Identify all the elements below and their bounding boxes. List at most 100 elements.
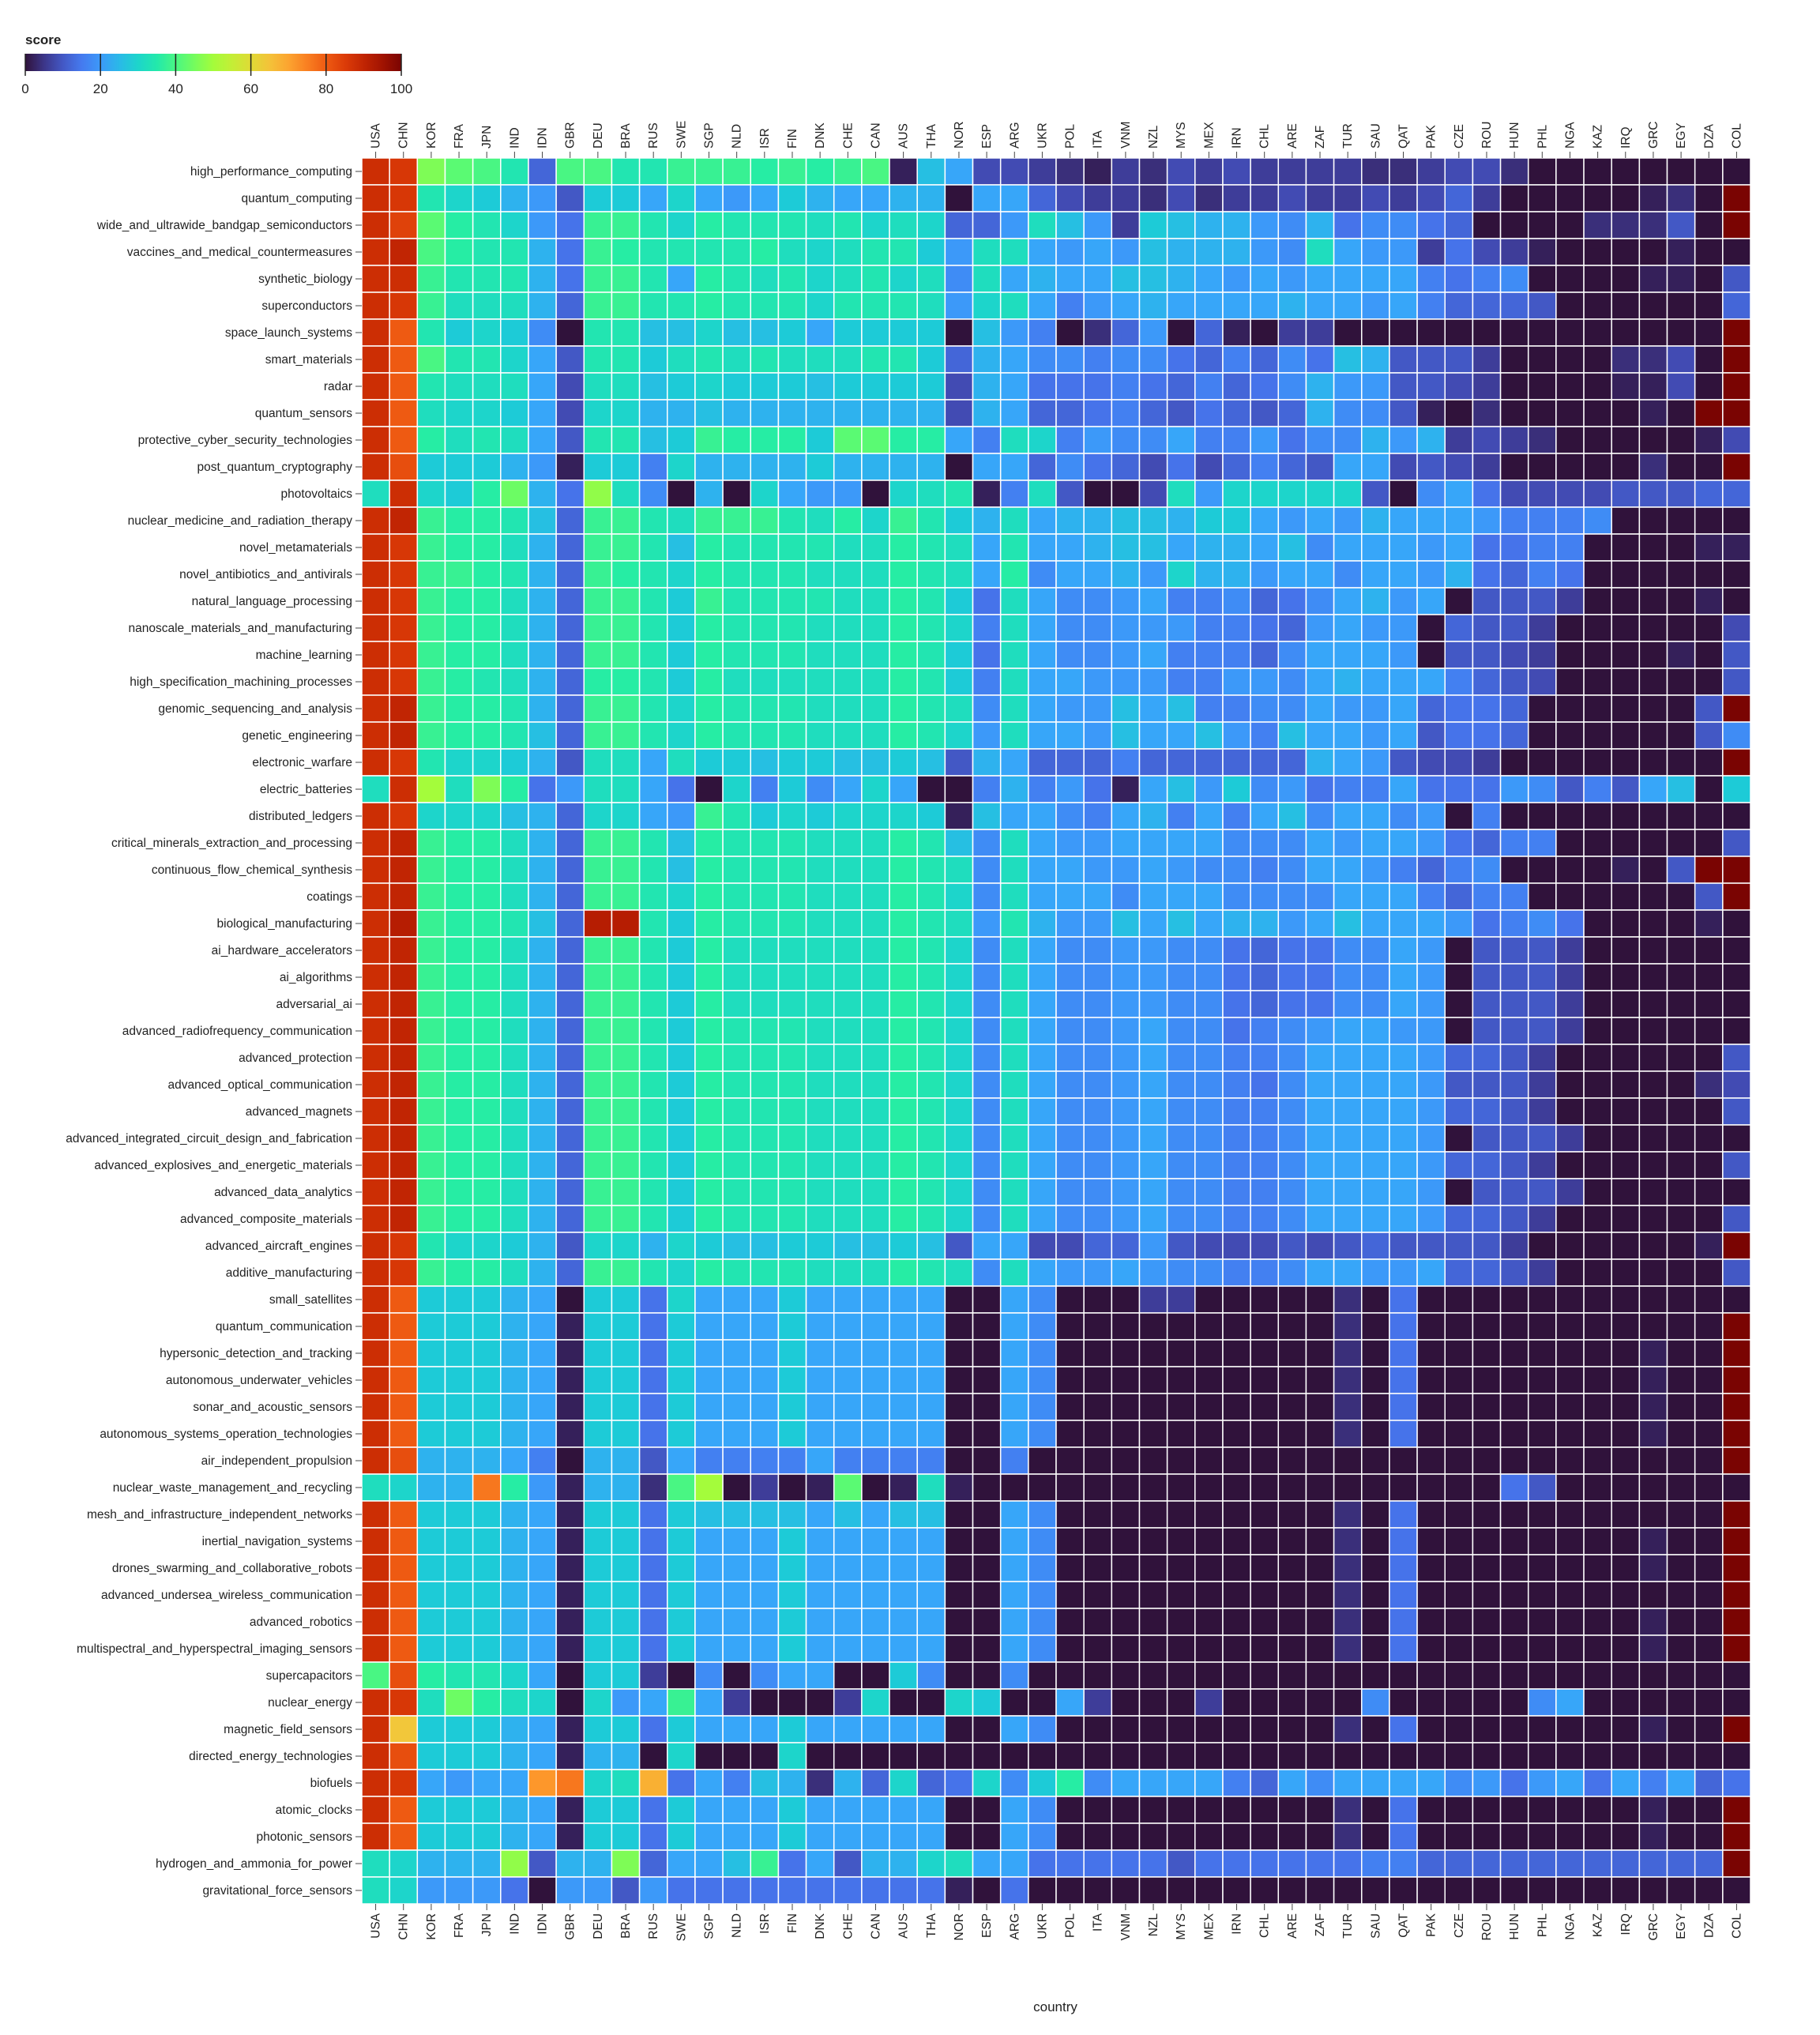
heatmap-cell: [1416, 345, 1446, 374]
heatmap-cell: [833, 1393, 863, 1421]
heatmap-cell: [1472, 1634, 1502, 1663]
heatmap-cell: [944, 318, 974, 347]
heatmap-cell: [1277, 1420, 1307, 1448]
heatmap-cell: [444, 1581, 474, 1609]
heatmap-cell: [1361, 1769, 1390, 1797]
heatmap-cell: [1499, 426, 1529, 454]
row-label: radar: [324, 380, 352, 393]
heatmap-cell: [1111, 318, 1141, 347]
heatmap-cell: [1389, 560, 1418, 589]
heatmap-cell: [1527, 1232, 1557, 1260]
heatmap-cell: [1250, 909, 1280, 938]
heatmap-cell: [1111, 506, 1141, 535]
heatmap-cell: [611, 909, 641, 938]
heatmap-cell: [528, 1769, 557, 1797]
heatmap-cell: [1166, 1312, 1196, 1341]
heatmap-cell: [1333, 1822, 1363, 1851]
heatmap-cell: [1277, 1070, 1307, 1099]
heatmap-cell: [472, 157, 502, 186]
heatmap-cell: [1638, 372, 1668, 401]
heatmap-cell: [555, 1822, 585, 1851]
heatmap-cell: [611, 1178, 641, 1206]
heatmap-cell: [1472, 1473, 1502, 1502]
heatmap-cell: [1305, 238, 1335, 266]
heatmap-cell: [1166, 1124, 1196, 1153]
heatmap-cell: [416, 1205, 446, 1233]
heatmap-cell: [1389, 533, 1418, 562]
heatmap-cell: [1722, 318, 1751, 347]
heatmap-cell: [1305, 1769, 1335, 1797]
heatmap-cell: [638, 1151, 668, 1179]
heatmap-cell: [1583, 1312, 1612, 1341]
heatmap-cell: [805, 694, 835, 723]
heatmap-cell: [1138, 1044, 1168, 1072]
heatmap-cell: [1555, 1044, 1585, 1072]
heatmap-cell: [1555, 856, 1585, 884]
heatmap-cell: [889, 775, 918, 803]
heatmap-cell: [694, 856, 724, 884]
heatmap-cell: [861, 480, 890, 508]
heatmap-cell: [1499, 1688, 1529, 1717]
heatmap-cell: [833, 587, 863, 615]
heatmap-cell: [1083, 1366, 1113, 1394]
heatmap-cell: [500, 748, 529, 777]
heatmap-cell: [1416, 560, 1446, 589]
heatmap-cell: [861, 882, 890, 911]
heatmap-cell: [972, 1527, 1002, 1555]
heatmap-cell: [1611, 1876, 1641, 1905]
heatmap-cell: [361, 1554, 390, 1582]
heatmap-cell: [1583, 1822, 1612, 1851]
heatmap-cell: [638, 1285, 668, 1314]
heatmap-cell: [389, 1500, 419, 1529]
heatmap-cell: [944, 1097, 974, 1126]
heatmap-cell: [1444, 1876, 1474, 1905]
heatmap-cell: [583, 1769, 613, 1797]
heatmap-cell: [611, 372, 641, 401]
heatmap-cell: [1583, 1446, 1612, 1475]
heatmap-cell: [999, 1688, 1029, 1717]
heatmap-cell: [1555, 453, 1585, 481]
heatmap-cell: [667, 184, 696, 213]
heatmap-cell: [833, 1044, 863, 1072]
heatmap-cell: [1666, 426, 1696, 454]
column-label: TUR: [1341, 1913, 1355, 1939]
heatmap-cell: [500, 1876, 529, 1905]
heatmap-cell: [889, 1044, 918, 1072]
heatmap-cell: [1277, 1742, 1307, 1770]
heatmap-cell: [1389, 963, 1418, 991]
heatmap-cell: [750, 1205, 780, 1233]
heatmap-cell: [1694, 1688, 1724, 1717]
heatmap-cell: [1472, 802, 1502, 830]
heatmap-cell: [889, 506, 918, 535]
heatmap-cell: [972, 211, 1002, 239]
heatmap-cell: [1444, 506, 1474, 535]
column-label: GBR: [564, 1913, 577, 1940]
heatmap-cell: [1638, 802, 1668, 830]
heatmap-cell: [944, 453, 974, 481]
heatmap-cell: [500, 265, 529, 293]
heatmap-cell: [833, 721, 863, 750]
heatmap-cell: [1083, 372, 1113, 401]
heatmap-cell: [1444, 1473, 1474, 1502]
heatmap-cell: [1222, 1232, 1251, 1260]
heatmap-cell: [1277, 1393, 1307, 1421]
heatmap-cell: [1333, 1554, 1363, 1582]
heatmap-cell: [1499, 1205, 1529, 1233]
heatmap-cell: [694, 1688, 724, 1717]
heatmap-cell: [1083, 345, 1113, 374]
heatmap-cell: [1333, 963, 1363, 991]
heatmap-cell: [1277, 1527, 1307, 1555]
heatmap-cell: [1222, 265, 1251, 293]
heatmap-cell: [694, 1393, 724, 1421]
heatmap-cell: [1166, 1500, 1196, 1529]
heatmap-cell: [1166, 802, 1196, 830]
heatmap-cell: [1611, 292, 1641, 320]
heatmap-cell: [1555, 1446, 1585, 1475]
heatmap-cell: [638, 1688, 668, 1717]
heatmap-cell: [1222, 426, 1251, 454]
heatmap-cell: [1694, 909, 1724, 938]
heatmap-cell: [1499, 399, 1529, 427]
heatmap-cell: [1722, 1554, 1751, 1582]
row-label: natural_language_processing: [192, 595, 352, 608]
heatmap-cell: [1722, 829, 1751, 857]
